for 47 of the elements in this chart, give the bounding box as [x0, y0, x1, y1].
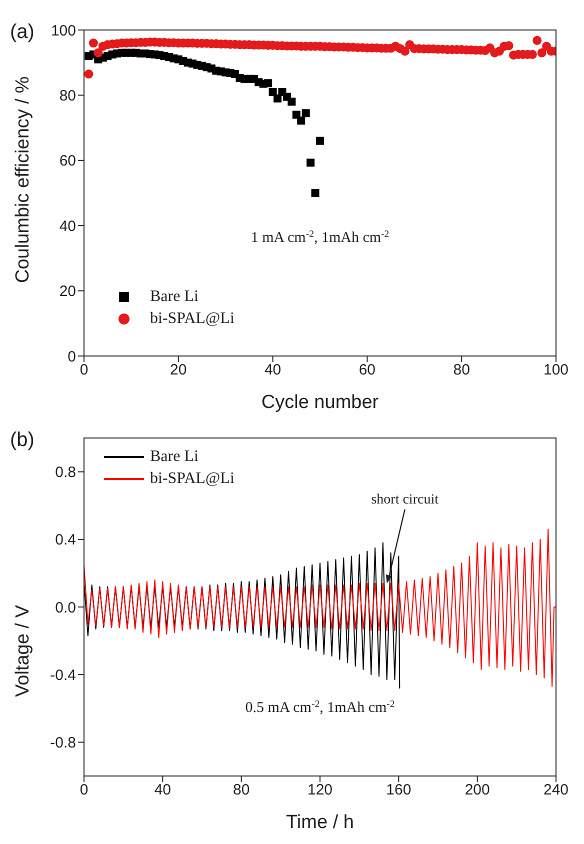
annotation: short circuit	[371, 492, 439, 508]
legend-label: Bare Li	[150, 288, 198, 306]
chart-title: (a)	[10, 21, 34, 43]
y-tick-label: 20	[59, 283, 76, 300]
legend-label: bi-SPAL@Li	[150, 470, 234, 488]
x-tick-label: 40	[154, 782, 172, 799]
legend-label: Bare Li	[150, 448, 198, 466]
x-tick-label: 60	[358, 362, 376, 379]
x-tick-label: 40	[264, 362, 282, 379]
point	[311, 189, 320, 197]
y-tick-label: 100	[50, 22, 76, 40]
y-tick-label: 0	[68, 348, 76, 366]
point	[297, 116, 306, 125]
x-tick-label: 80	[232, 782, 250, 799]
point	[274, 94, 282, 102]
x-tick-label: 200	[464, 782, 490, 799]
y-tick-label: -0.8	[50, 734, 76, 752]
x-tick-label: 80	[453, 362, 470, 379]
point	[268, 88, 277, 96]
y-tick-label: -0.4	[50, 666, 76, 684]
point	[264, 79, 272, 88]
y-tick-label: 60	[59, 152, 76, 170]
annotation: 0.5 mA cm$^{-2}$, 1mAh cm$^{-2}$	[245, 698, 395, 716]
point	[288, 98, 296, 106]
x-tick-label: 100	[543, 362, 569, 379]
x-tick-label: 0	[80, 362, 88, 379]
y-tick-label: 40	[59, 218, 76, 235]
x-tick-label: 160	[386, 782, 412, 799]
y-axis-title: Voltage / V	[12, 604, 34, 697]
y-tick-label: 80	[59, 88, 76, 105]
point	[316, 136, 324, 145]
x-tick-label: 20	[170, 362, 187, 379]
point	[302, 109, 310, 118]
x-tick-label: 120	[307, 782, 333, 799]
x-tick-label: 0	[80, 782, 88, 799]
x-tick-label: 240	[543, 782, 569, 799]
annotation: 1 mA cm$^{-2}$, 1mAh cm$^{-2}$	[250, 228, 390, 246]
y-tick-label: 0.0	[55, 599, 76, 616]
x-axis-title: Cycle number	[261, 392, 380, 413]
x-axis-title: Time / h	[286, 812, 354, 833]
legend-label: bi-SPAL@Li	[150, 310, 234, 328]
y-axis-title: Coulumbic efficiency / %	[12, 76, 34, 283]
y-tick-label: 0.4	[55, 532, 76, 549]
chart-title: (b)	[10, 429, 34, 451]
point	[306, 158, 315, 167]
y-tick-label: 0.8	[55, 464, 76, 482]
line-series	[84, 528, 556, 687]
